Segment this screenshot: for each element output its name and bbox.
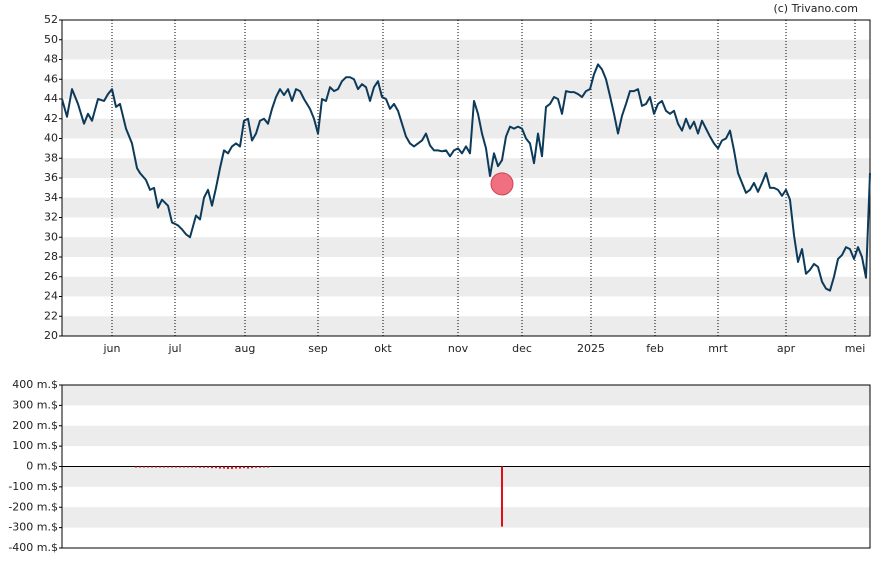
x-tick-label: aug: [235, 342, 256, 355]
bar: [155, 466, 157, 468]
bar: [163, 466, 165, 468]
bar: [243, 466, 245, 469]
y-tick-label: 38: [44, 151, 58, 164]
grid-band: [62, 316, 870, 336]
grid-band: [62, 39, 870, 60]
x-tick-label: dec: [512, 342, 532, 355]
bar: [139, 466, 141, 468]
x-tick-label: nov: [448, 342, 469, 355]
y-tick-label: 20: [44, 329, 58, 342]
bar: [187, 466, 189, 468]
grid-band: [62, 425, 870, 447]
price-line: [61, 63, 871, 292]
grid-band: [62, 118, 870, 139]
y-tick-label: 22: [44, 309, 58, 322]
grid-band: [62, 158, 870, 178]
y-tick-label: 50: [44, 33, 58, 46]
event-marker: [490, 172, 514, 196]
grid-band: [62, 197, 870, 218]
y-tick-label: -400 m.$: [8, 541, 58, 554]
y-tick-label: 32: [44, 211, 58, 224]
y-tick-label: 26: [44, 270, 58, 283]
y-tick-label: -300 m.$: [8, 521, 58, 534]
grid-band: [62, 79, 870, 99]
y-tick-label: 300 m.$: [12, 398, 58, 411]
bar: [255, 466, 257, 468]
grid-band: [62, 385, 870, 406]
y-tick-label: 52: [44, 13, 58, 26]
bar: [175, 466, 177, 468]
x-tick-label: 2025: [577, 342, 605, 355]
x-tick-label: apr: [777, 342, 796, 355]
bar: [147, 466, 149, 468]
y-tick-label: 44: [44, 92, 58, 105]
x-tick-label: sep: [308, 342, 327, 355]
bar: [251, 466, 253, 469]
y-tick-label: 40: [44, 132, 58, 145]
bar: [211, 466, 213, 469]
x-tick-label: jun: [103, 342, 121, 355]
bar: [239, 466, 241, 469]
bar: [223, 466, 225, 469]
bar: [215, 466, 217, 469]
x-tick-label: okt: [374, 342, 392, 355]
y-tick-label: 48: [44, 53, 58, 66]
grid-band: [62, 237, 870, 257]
bar: [135, 466, 137, 468]
watermark: (c) Trivano.com: [773, 2, 858, 15]
x-tick-label: feb: [646, 342, 664, 355]
x-tick-label: jul: [167, 342, 181, 355]
bar: [219, 466, 221, 469]
bar: [247, 466, 249, 469]
bar: [143, 466, 145, 468]
y-tick-label: 400 m.$: [12, 378, 58, 391]
y-tick-label: -200 m.$: [8, 500, 58, 513]
y-tick-label: 42: [44, 112, 58, 125]
bar: [501, 466, 503, 527]
y-tick-label: 0 m.$: [26, 460, 58, 473]
bar: [171, 466, 173, 468]
grid-band: [62, 276, 870, 297]
y-tick-label: 28: [44, 250, 58, 263]
y-tick-label: 30: [44, 230, 58, 243]
bar: [167, 466, 169, 468]
y-tick-label: 200 m.$: [12, 419, 58, 432]
bar: [195, 466, 197, 468]
bar: [151, 466, 153, 468]
bar: [203, 466, 205, 468]
bar: [231, 466, 233, 469]
bar: [191, 466, 193, 468]
bar: [259, 466, 261, 468]
bar: [263, 466, 265, 468]
y-tick-label: 24: [44, 290, 58, 303]
x-tick-label: mrt: [708, 342, 728, 355]
bar: [235, 466, 237, 469]
bar: [227, 466, 229, 469]
bar: [179, 466, 181, 468]
bar: [207, 466, 209, 468]
y-tick-label: 34: [44, 191, 58, 204]
y-tick-label: 46: [44, 72, 58, 85]
bar: [183, 466, 185, 468]
y-tick-label: 100 m.$: [12, 439, 58, 452]
bar: [267, 466, 269, 468]
bar: [159, 466, 161, 468]
y-tick-label: 36: [44, 171, 58, 184]
grid-band: [62, 507, 870, 528]
grid-band: [62, 466, 870, 487]
bar: [199, 466, 201, 468]
plot-frame: [61, 384, 871, 549]
x-tick-label: mei: [845, 342, 866, 355]
y-tick-label: -100 m.$: [8, 480, 58, 493]
